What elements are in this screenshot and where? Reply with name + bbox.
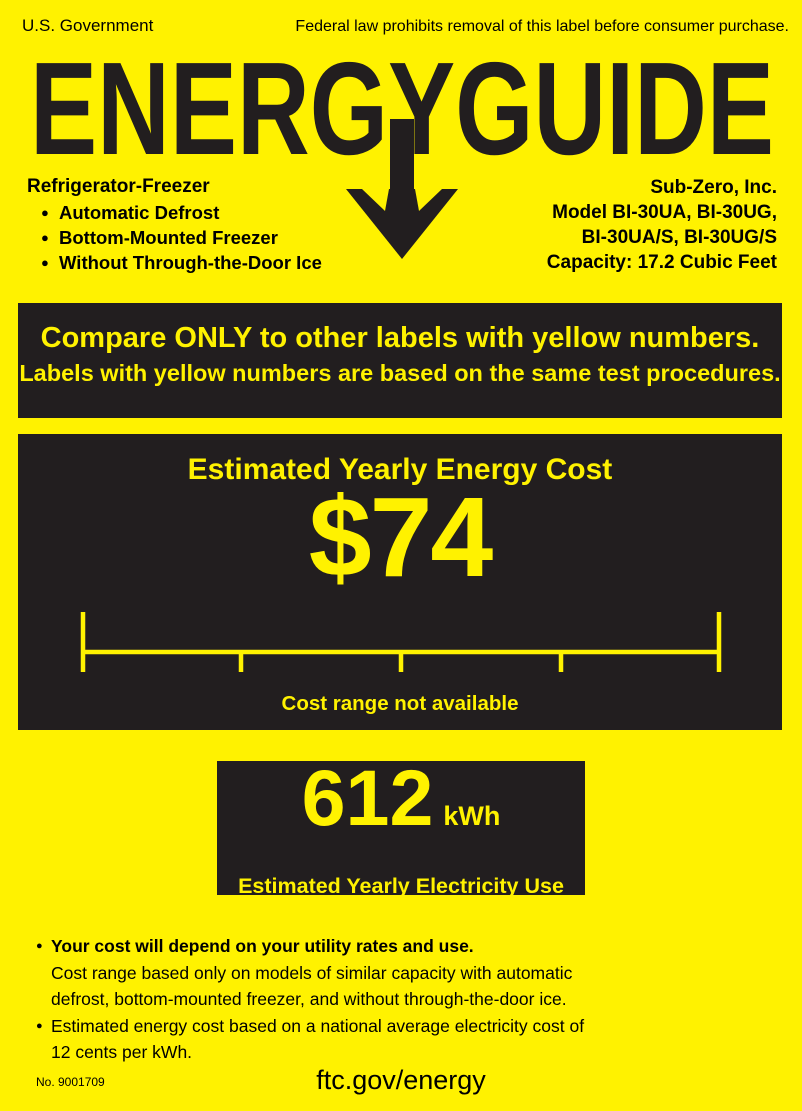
cost-title: Estimated Yearly Energy Cost	[187, 453, 613, 486]
label-number: No. 9001709	[36, 1075, 105, 1089]
manufacturer-info: Sub-Zero, Inc. Model BI-30UA, BI-30UG, B…	[547, 175, 777, 275]
model-numbers-line1: Model BI-30UA, BI-30UG,	[552, 202, 777, 223]
usage-panel: 612 kWh Estimated Yearly Electricity Use	[217, 758, 585, 898]
product-info: Refrigerator-Freezer ● Automatic Defrost…	[27, 175, 322, 275]
feature-item: ● Automatic Defrost	[27, 200, 322, 225]
usage-value-row: 612 kWh	[217, 758, 585, 852]
removal-notice: Federal law prohibits removal of this la…	[295, 18, 789, 35]
bullet-icon: ●	[36, 940, 43, 952]
usage-label: Estimated Yearly Electricity Use	[238, 874, 564, 898]
bullet-icon: ●	[36, 1019, 43, 1032]
product-category: Refrigerator-Freezer	[27, 176, 210, 197]
model-numbers-line2: BI-30UA/S, BI-30UG/S	[581, 227, 777, 248]
ftc-website: ftc.gov/energy	[316, 1065, 486, 1095]
energyguide-logo: ENERGYGUIDE	[30, 35, 774, 259]
usage-value: 612	[301, 753, 434, 842]
bullet-icon: ●	[41, 230, 49, 245]
product-info-row: Refrigerator-Freezer ● Automatic Defrost…	[27, 175, 777, 275]
cost-range-scale	[80, 612, 722, 672]
footnote-text: Estimated energy cost based on a nationa…	[51, 1015, 585, 1063]
footnote-text: Cost range based only on models of simil…	[51, 962, 573, 1010]
feature-item: ● Without Through-the-Door Ice	[27, 250, 322, 275]
compare-subline: Labels with yellow numbers are based on …	[19, 360, 781, 386]
feature-item: ● Bottom-Mounted Freezer	[27, 225, 322, 250]
bullet-icon: ●	[41, 205, 49, 220]
capacity: Capacity: 17.2 Cubic Feet	[546, 252, 777, 273]
footnote-item: ● Estimated energy cost based on a natio…	[36, 1013, 594, 1066]
government-label: U.S. Government	[22, 16, 154, 35]
footer-row: No. 9001709 ftc.gov/energy	[0, 1051, 802, 1111]
feature-label: Without Through-the-Door Ice	[59, 252, 322, 273]
cost-range-note: Cost range not available	[281, 692, 519, 715]
feature-list: ● Automatic Defrost ● Bottom-Mounted Fre…	[27, 200, 322, 275]
manufacturer-name: Sub-Zero, Inc.	[650, 177, 777, 198]
compare-headline: Compare ONLY to other labels with yellow…	[40, 322, 760, 354]
compare-banner: Compare ONLY to other labels with yellow…	[18, 303, 782, 418]
footnote-item: ● Your cost will depend on your utility …	[36, 933, 594, 1013]
feature-label: Bottom-Mounted Freezer	[59, 227, 278, 248]
cost-value: $74	[308, 474, 494, 600]
cost-panel: Estimated Yearly Energy Cost $74 Cost ra…	[18, 434, 782, 730]
footnote-lead: Your cost will depend on your utility ra…	[51, 936, 474, 956]
usage-unit: kWh	[443, 801, 501, 831]
top-header-row: U.S. Government Federal law prohibits re…	[0, 0, 802, 39]
feature-label: Automatic Defrost	[59, 202, 220, 223]
bullet-icon: ●	[41, 255, 49, 270]
down-arrow-icon	[346, 119, 458, 259]
footnotes: ● Your cost will depend on your utility …	[36, 933, 594, 1066]
